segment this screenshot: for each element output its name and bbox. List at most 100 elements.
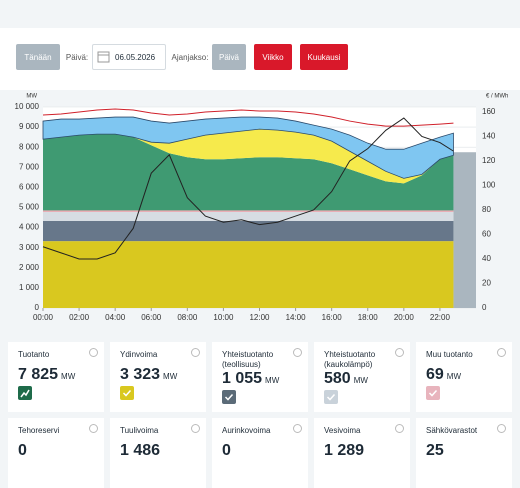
y2-tick-label: 20 [482, 279, 491, 288]
date-value: 06.05.2026 [115, 52, 156, 62]
stat-card: Tuotanto 7 825 MW [8, 342, 104, 412]
y-tick-label: 10 000 [15, 102, 40, 111]
card-label: Vesivoima [324, 426, 361, 435]
card-icon [222, 390, 236, 404]
area-series [43, 211, 454, 221]
y2-tick-label: 160 [482, 107, 496, 116]
stat-card: Aurinkovoima 0 [212, 418, 308, 488]
x-tick-label: 20:00 [394, 313, 415, 322]
card-icon [18, 386, 32, 400]
info-icon [497, 348, 506, 357]
card-value: 0 [18, 442, 27, 460]
card-value: 580 MW [324, 370, 368, 388]
card-value: 1 289 [324, 442, 364, 460]
x-tick-label: 04:00 [105, 313, 126, 322]
stat-card: Sähkövarastot 25 [416, 418, 512, 488]
icon-glyph [20, 389, 30, 398]
card-number: 69 [426, 366, 444, 383]
period-label: Ajanjakso: [171, 52, 209, 62]
x-tick-label: 14:00 [286, 313, 307, 322]
card-label: Yhteistuotanto (kaukolämpö) [324, 350, 376, 369]
card-label: Yhteistuotanto (teollisuus) [222, 350, 274, 369]
y-tick-label: 5 000 [19, 203, 40, 212]
info-icon [293, 348, 302, 357]
card-number: 1 486 [120, 442, 161, 459]
y-tick-label: 4 000 [19, 223, 40, 232]
card-value: 3 323 MW [120, 366, 177, 384]
area-series [42, 116, 454, 179]
x-tick-label: 02:00 [69, 313, 90, 322]
card-unit: MW [265, 376, 280, 385]
today-button[interactable]: Tänään [16, 44, 60, 70]
area-series [43, 129, 454, 184]
info-icon [89, 348, 98, 357]
stat-card: Vesivoima 1 289 [314, 418, 410, 488]
card-number: 1 289 [324, 442, 365, 459]
info-icon [191, 424, 200, 433]
card-label: Sähkövarastot [426, 426, 478, 435]
y-tick-label: 7 000 [19, 162, 40, 171]
card-number: 1 055 [222, 370, 263, 387]
icon-glyph [224, 393, 234, 401]
card-number: 3 323 [120, 366, 161, 383]
card-label: Aurinkovoima [222, 426, 271, 435]
y2-tick-label: 60 [482, 230, 491, 239]
card-value: 7 825 MW [18, 366, 75, 384]
card-unit: MW [446, 372, 462, 381]
x-tick-label: 00:00 [33, 313, 54, 322]
icon-glyph [326, 393, 336, 401]
y2-unit: € / MWh [486, 94, 508, 100]
info-icon [497, 424, 506, 433]
stat-card: Tuulivoima 1 486 [110, 418, 206, 488]
stat-card: Tehoreservi 0 [8, 418, 104, 488]
card-unit: MW [61, 372, 76, 381]
day-label: Päivä: [65, 52, 89, 62]
date-input[interactable]: 06.05.2026 [92, 44, 166, 70]
line-series [42, 108, 454, 127]
card-icon [324, 390, 338, 404]
card-label: Tuulivoima [120, 426, 159, 435]
y2-tick-label: 40 [482, 254, 491, 263]
x-tick-label: 10:00 [213, 313, 234, 322]
y-unit: MW [26, 94, 37, 100]
stat-card: Muu tuotanto 69 MW [416, 342, 512, 412]
card-label: Muu tuotanto [426, 350, 473, 359]
card-icon [120, 386, 134, 400]
y2-tick-label: 80 [482, 205, 491, 214]
y-tick-label: 1 000 [19, 283, 40, 292]
period-week[interactable]: Viikko [254, 44, 292, 70]
x-tick-label: 22:00 [430, 313, 451, 322]
card-number: 7 825 [18, 366, 59, 383]
info-icon [395, 424, 404, 433]
period-day[interactable]: Päivä [212, 44, 246, 70]
card-value: 1 055 MW [222, 370, 279, 388]
y2-tick-label: 0 [482, 303, 487, 312]
chart: 0 1 000 2 000 3 000 4 000 5 000 6 000 7 000 8 00… [15, 94, 509, 323]
card-number: 0 [18, 442, 27, 459]
card-unit: MW [353, 376, 368, 385]
info-icon [89, 424, 98, 433]
y2-tick-label: 140 [482, 132, 496, 141]
y-tick-label: 3 000 [19, 243, 40, 252]
area-series [43, 220, 454, 242]
card-icon [426, 386, 440, 400]
card-number: 25 [426, 442, 444, 459]
x-tick-label: 08:00 [177, 313, 198, 322]
y-tick-label: 8 000 [19, 142, 40, 151]
stat-card: Yhteistuotanto (kaukolämpö) 580 MW [314, 342, 410, 412]
x-tick-label: 18:00 [358, 313, 379, 322]
area-series [43, 241, 454, 308]
x-tick-label: 06:00 [141, 313, 162, 322]
period-month[interactable]: Kuukausi [300, 44, 348, 70]
card-value: 1 486 [120, 442, 160, 460]
info-icon [191, 348, 200, 357]
info-icon [395, 348, 404, 357]
line-series [42, 117, 454, 260]
y2-tick-label: 100 [482, 181, 496, 190]
y-tick-label: 0 [35, 303, 40, 312]
page: Tänään Päivä: 06.05.2026 Ajanjakso: Päiv… [0, 28, 520, 488]
card-value: 0 [222, 442, 231, 460]
y-tick-label: 2 000 [19, 263, 40, 272]
icon-glyph [428, 389, 438, 397]
card-value: 69 MW [426, 366, 461, 384]
